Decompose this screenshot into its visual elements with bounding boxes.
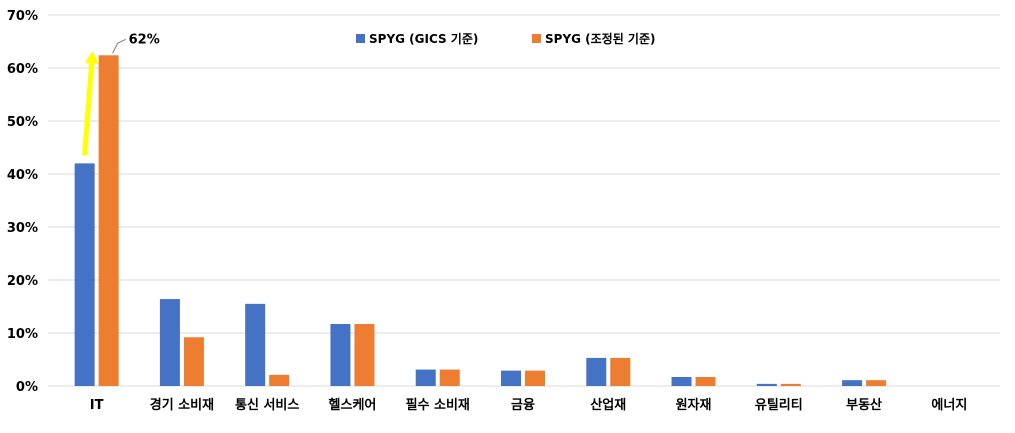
bar xyxy=(439,369,460,386)
x-tick-label: 통신 서비스 xyxy=(235,398,299,413)
y-tick-label: 50% xyxy=(7,115,38,130)
legend-label: SPYG (조정된 기준) xyxy=(545,31,656,46)
y-tick-label: 30% xyxy=(7,221,38,236)
x-axis-categories: IT 경기 소비재 통신 서비스 헬스케어 필수 소비재 금융 산업재 원자재 유틸리티 부동산 에… xyxy=(90,397,968,413)
x-tick-label: 에너지 xyxy=(931,397,967,413)
bar xyxy=(98,55,119,386)
x-tick-label: 금융 xyxy=(511,397,535,413)
x-tick-label: 유틸리티 xyxy=(755,397,803,413)
bar xyxy=(415,369,436,386)
legend-swatch xyxy=(356,34,365,43)
bar xyxy=(586,357,607,386)
annotation-label: 62% xyxy=(129,32,160,47)
bar xyxy=(159,299,180,386)
y-axis-ticks: 0% 10% 20% 30% 40% 50% 60% 70% xyxy=(7,9,38,395)
bars xyxy=(74,55,887,386)
bar xyxy=(330,323,351,386)
x-tick-label: 경기 소비재 xyxy=(150,397,214,413)
y-tick-label: 70% xyxy=(7,9,38,24)
bar xyxy=(866,380,887,386)
bar xyxy=(842,380,863,386)
bar xyxy=(756,383,777,386)
y-tick-label: 40% xyxy=(7,168,38,183)
x-tick-label: 헬스케어 xyxy=(329,397,377,413)
y-tick-label: 10% xyxy=(7,327,38,342)
bar xyxy=(780,383,801,386)
arrow-shaft xyxy=(82,63,95,156)
x-tick-label: 산업재 xyxy=(590,397,626,413)
annotation-leader-line xyxy=(112,38,126,54)
annotation: 62% xyxy=(82,32,160,156)
legend: SPYG (GICS 기준) SPYG (조정된 기준) xyxy=(356,31,656,46)
bar xyxy=(74,163,95,386)
bar xyxy=(354,323,375,386)
y-tick-label: 0% xyxy=(16,380,38,395)
bar xyxy=(695,376,716,386)
x-tick-label: IT xyxy=(90,398,104,413)
arrow-head xyxy=(84,51,99,64)
bar xyxy=(269,374,290,386)
bar xyxy=(671,376,692,386)
legend-label: SPYG (GICS 기준) xyxy=(369,31,478,46)
y-tick-label: 60% xyxy=(7,62,38,77)
bar xyxy=(183,337,204,386)
bar xyxy=(610,357,631,386)
legend-swatch xyxy=(532,34,541,43)
x-tick-label: 부동산 xyxy=(846,397,882,413)
x-tick-label: 원자재 xyxy=(676,398,712,413)
bar xyxy=(501,370,521,386)
bar xyxy=(245,303,266,386)
gridlines xyxy=(48,14,1000,334)
x-tick-label: 필수 소비재 xyxy=(406,398,470,413)
bar xyxy=(525,370,545,386)
y-tick-label: 20% xyxy=(7,274,38,289)
